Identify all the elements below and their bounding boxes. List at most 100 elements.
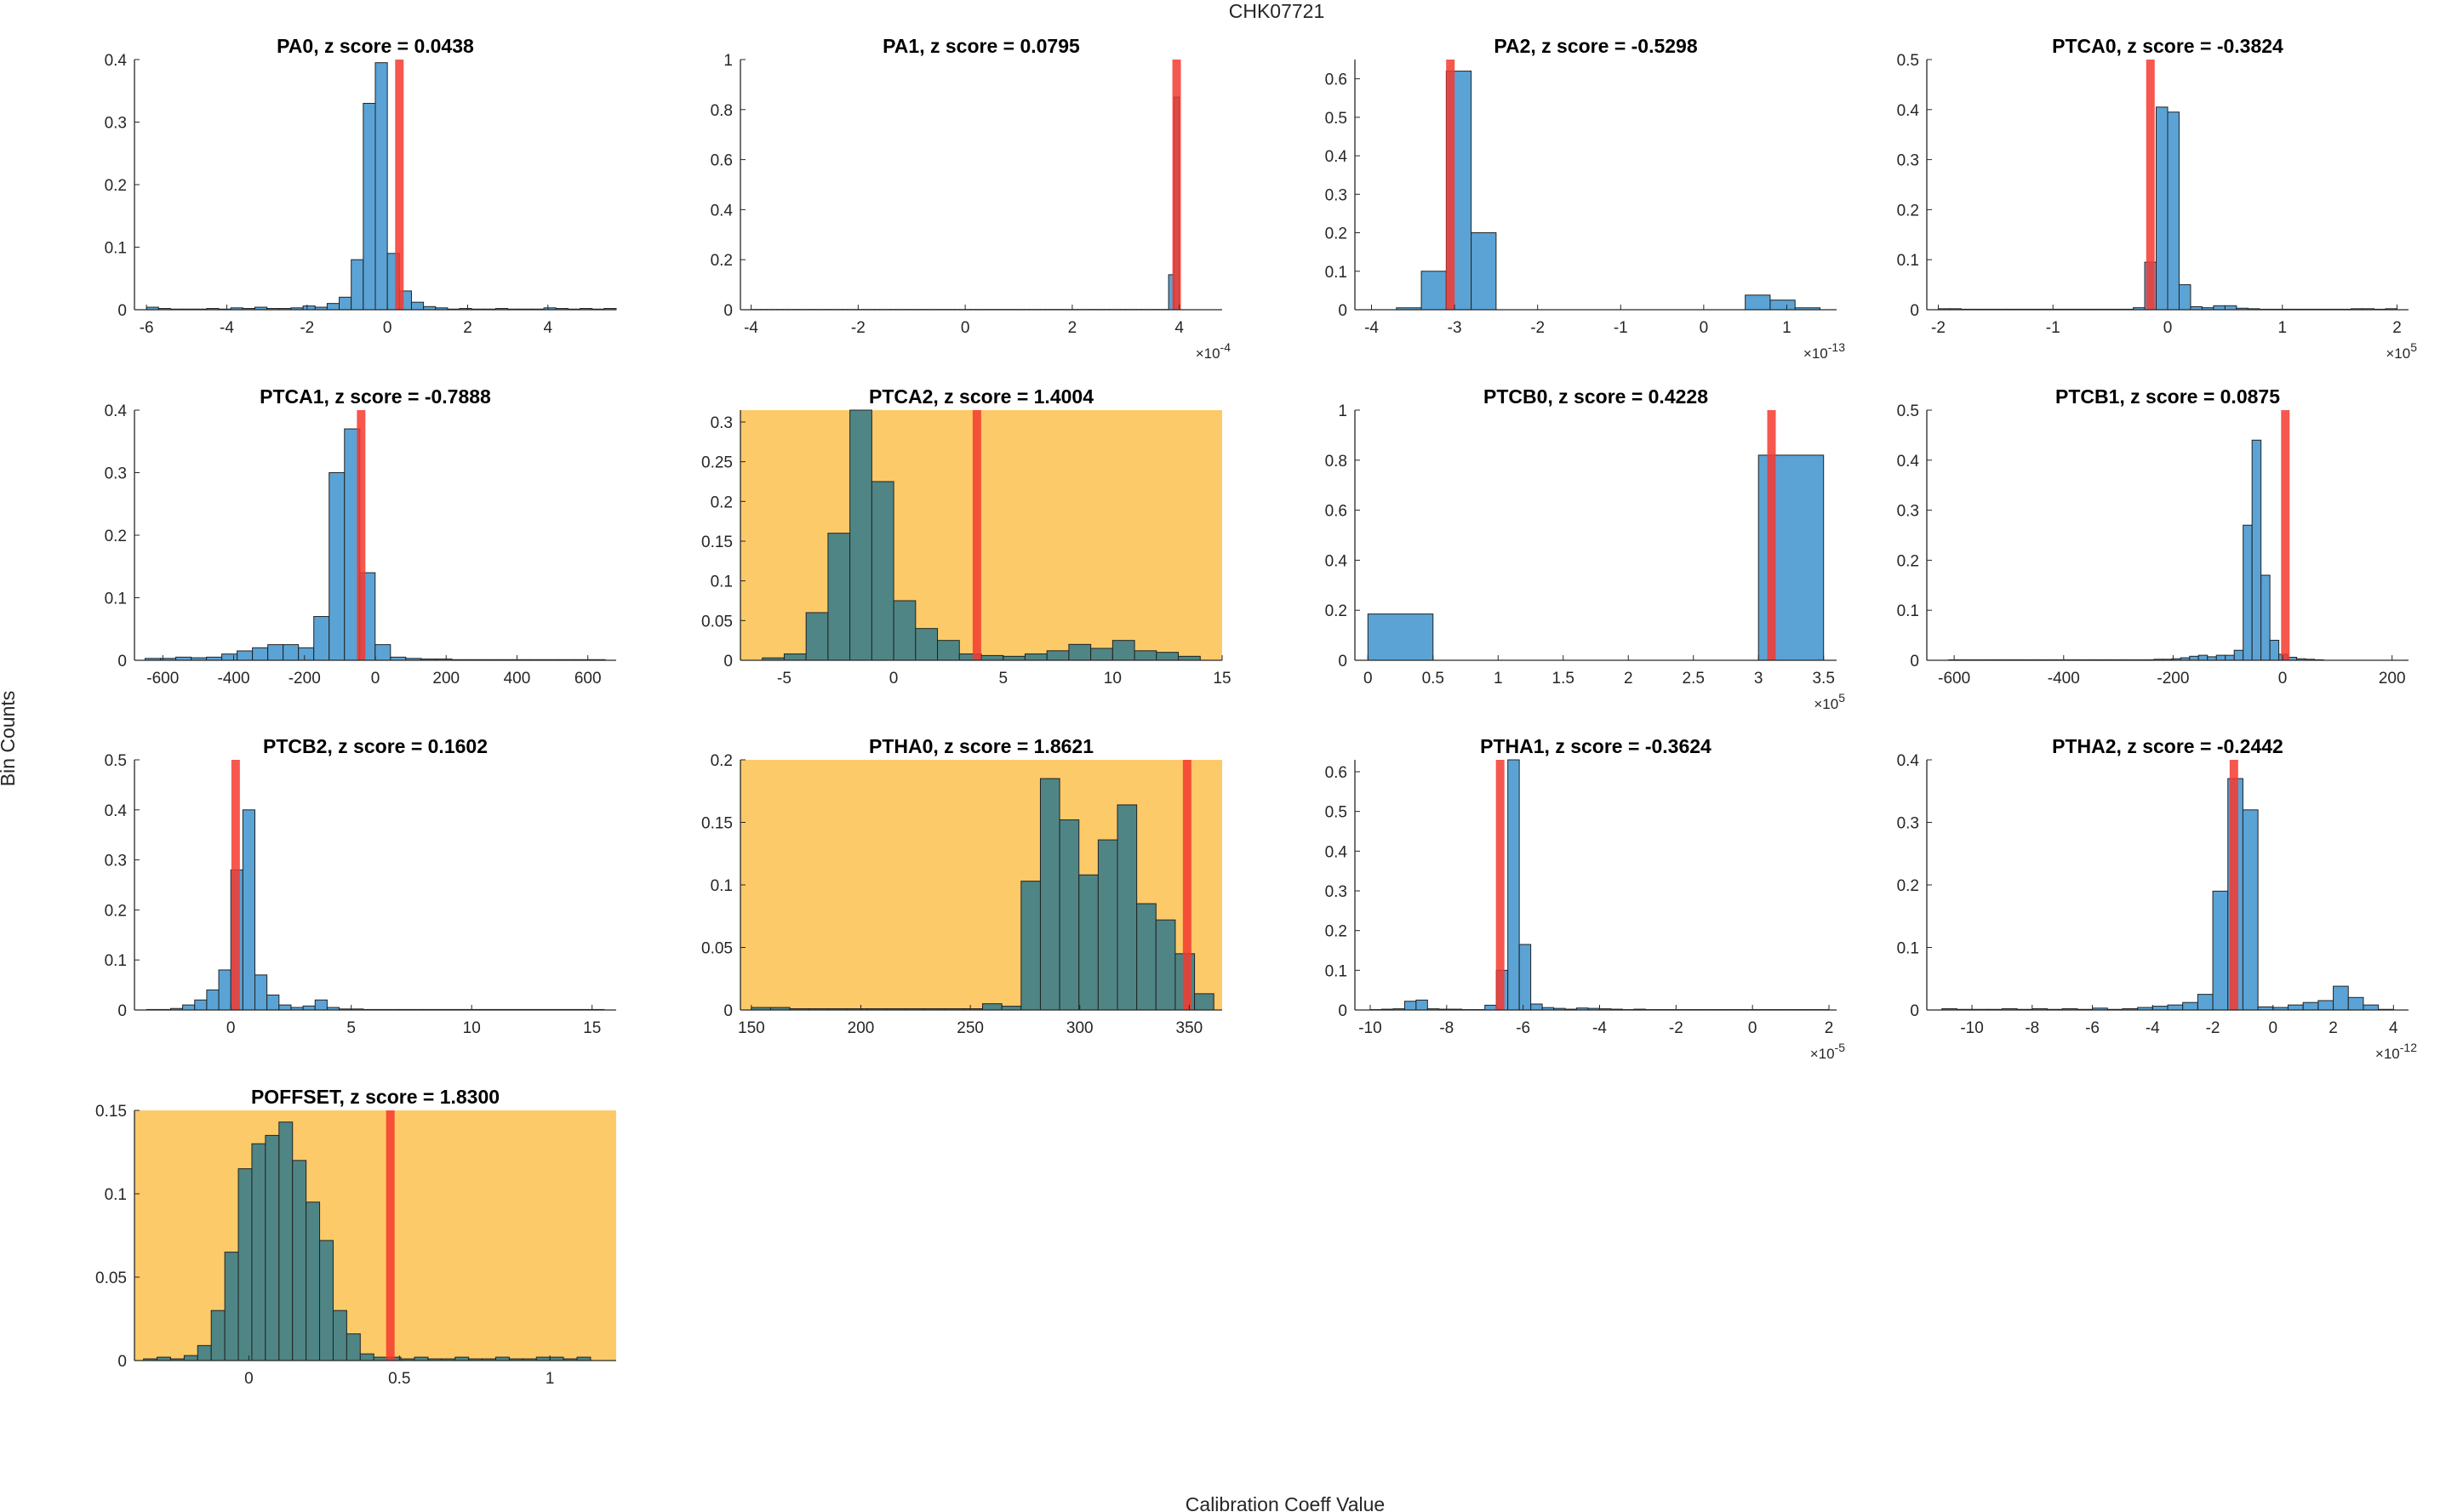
axis-exponent-label: ×10-13 [1803,340,1845,362]
x-tick-label: 2 [1624,670,1633,688]
histogram-bar [1059,819,1080,1011]
histogram-bar [351,259,364,311]
coeff-marker-line [972,410,981,660]
x-tick-label: 0 [2163,319,2173,337]
y-tick-label: 0.2 [1897,877,1919,895]
histogram-bar [1156,652,1180,661]
panel-title: PTHA2, z score = -0.2442 [2052,735,2283,757]
histogram-bar [359,1353,374,1361]
y-tick-label: 0.2 [1897,552,1919,570]
x-tick-label: 10 [463,1019,481,1037]
histogram-panel: -10 -8 -6 -4 -2 0 2 4 0 0.1 0.2 0.3 0.4 ×10-12 PTHA2, … [1897,735,2418,1062]
y-tick-label: 0.05 [701,940,733,958]
x-tick-label: -600 [1938,670,1970,688]
histogram-bar [2151,1006,2169,1011]
x-tick-label: -4 [1364,319,1379,337]
y-tick-label: 0 [723,1002,733,1020]
y-tick-label: 0.4 [1325,843,1348,861]
x-tick-label: 4 [544,319,553,337]
x-tick-label: 0 [244,1370,254,1388]
histogram-bar [2269,639,2280,661]
histogram-bar [2212,890,2229,1011]
y-tick-label: 0.1 [1325,264,1347,282]
panel-title: PTCA0, z score = -0.3824 [2052,35,2283,57]
histogram-bar [2167,111,2180,311]
x-tick-label: -3 [1448,319,1462,337]
histogram-bar [1090,648,1113,661]
y-tick-label: 0.4 [711,202,734,220]
histogram-bar [197,1344,212,1361]
panel-title: PTCA2, z score = 1.4004 [869,385,1094,408]
histogram-bar [2182,1001,2198,1011]
histogram-bar [329,472,346,661]
x-tick-label: 200 [432,670,460,688]
x-tick-label: 0 [1363,670,1373,688]
x-tick-label: 0 [2269,1019,2278,1037]
histogram-bar [265,1134,280,1361]
panel-title: PTHA1, z score = -0.3624 [1480,735,1711,757]
y-tick-label: 0.2 [1897,202,1919,220]
coeff-marker-line [1172,60,1181,310]
histogram-bar [849,409,872,661]
y-tick-label: 0.2 [1325,225,1347,243]
histogram-bar [2347,996,2364,1011]
histogram-bar [2215,654,2226,661]
histogram-bar [1111,640,1135,661]
histogram-bar [302,305,316,311]
y-tick-label: 0.8 [711,102,733,120]
y-tick-label: 0.5 [1325,804,1347,822]
x-tick-label: 0.5 [1422,670,1444,688]
histogram-bar [1367,613,1434,661]
histogram-bar [306,1201,321,1361]
histogram-bar [2189,655,2199,661]
histogram-bar [346,1333,361,1361]
histogram-bar [1001,1006,1022,1011]
y-tick-label: 0.1 [1897,252,1919,270]
axis-exponent-label: ×10-12 [2375,1041,2417,1062]
histogram-bar [1530,1003,1543,1011]
y-tick-label: 0.8 [1325,453,1347,471]
y-tick-label: 0.2 [1325,923,1347,941]
x-tick-label: -200 [289,670,321,688]
x-tick-label: -2 [1669,1019,1683,1037]
histogram-bar [210,1309,226,1361]
histogram-panel: -5 0 5 10 15 0 0.05 0.1 0.15 0.2 0.25 0.3 PTCA2, z s… [701,385,1231,688]
histogram-bar [2243,524,2253,661]
x-tick-label: 0 [961,319,970,337]
y-tick-label: 0.2 [711,252,733,270]
x-tick-label: -400 [2048,670,2080,688]
y-tick-label: 0 [117,1353,127,1371]
histogram-bar [319,1240,334,1361]
y-tick-label: 0.1 [105,591,127,608]
histogram-bar [1136,903,1157,1011]
histogram-bar [1194,993,1214,1011]
x-tick-label: 600 [574,670,602,688]
y-tick-label: 0.2 [105,902,127,920]
histogram-bar [980,654,1004,661]
y-tick-label: 0.3 [105,465,127,483]
x-tick-label: -4 [220,319,234,337]
panel-title: PTCB2, z score = 0.1602 [263,735,488,757]
x-tick-label: -10 [1960,1019,1983,1037]
histogram-bar [893,600,917,661]
histogram-bar [1020,881,1041,1011]
histogram-bar [2213,305,2226,311]
y-tick-label: 0.3 [1897,815,1919,833]
x-tick-label: 1.5 [1552,670,1574,688]
histogram-bar [332,1309,347,1361]
histogram-bar [326,303,340,311]
histogram-bar [2178,284,2191,311]
y-tick-label: 0.4 [105,802,128,820]
y-tick-label: 0.3 [1897,152,1919,170]
x-tick-label: 3.5 [1812,670,1834,688]
x-tick-label: 2 [2392,319,2402,337]
histogram-bar [1420,271,1447,311]
histogram-bar [363,102,376,311]
y-tick-label: 0 [723,302,733,320]
x-tick-label: -400 [218,670,250,688]
axis-exponent-label: ×105 [1814,691,1845,712]
y-tick-label: 0.4 [1897,102,1920,120]
histogram-bar [292,1160,307,1361]
x-tick-label: 300 [1066,1019,1094,1037]
y-tick-label: 0.1 [1897,940,1919,958]
